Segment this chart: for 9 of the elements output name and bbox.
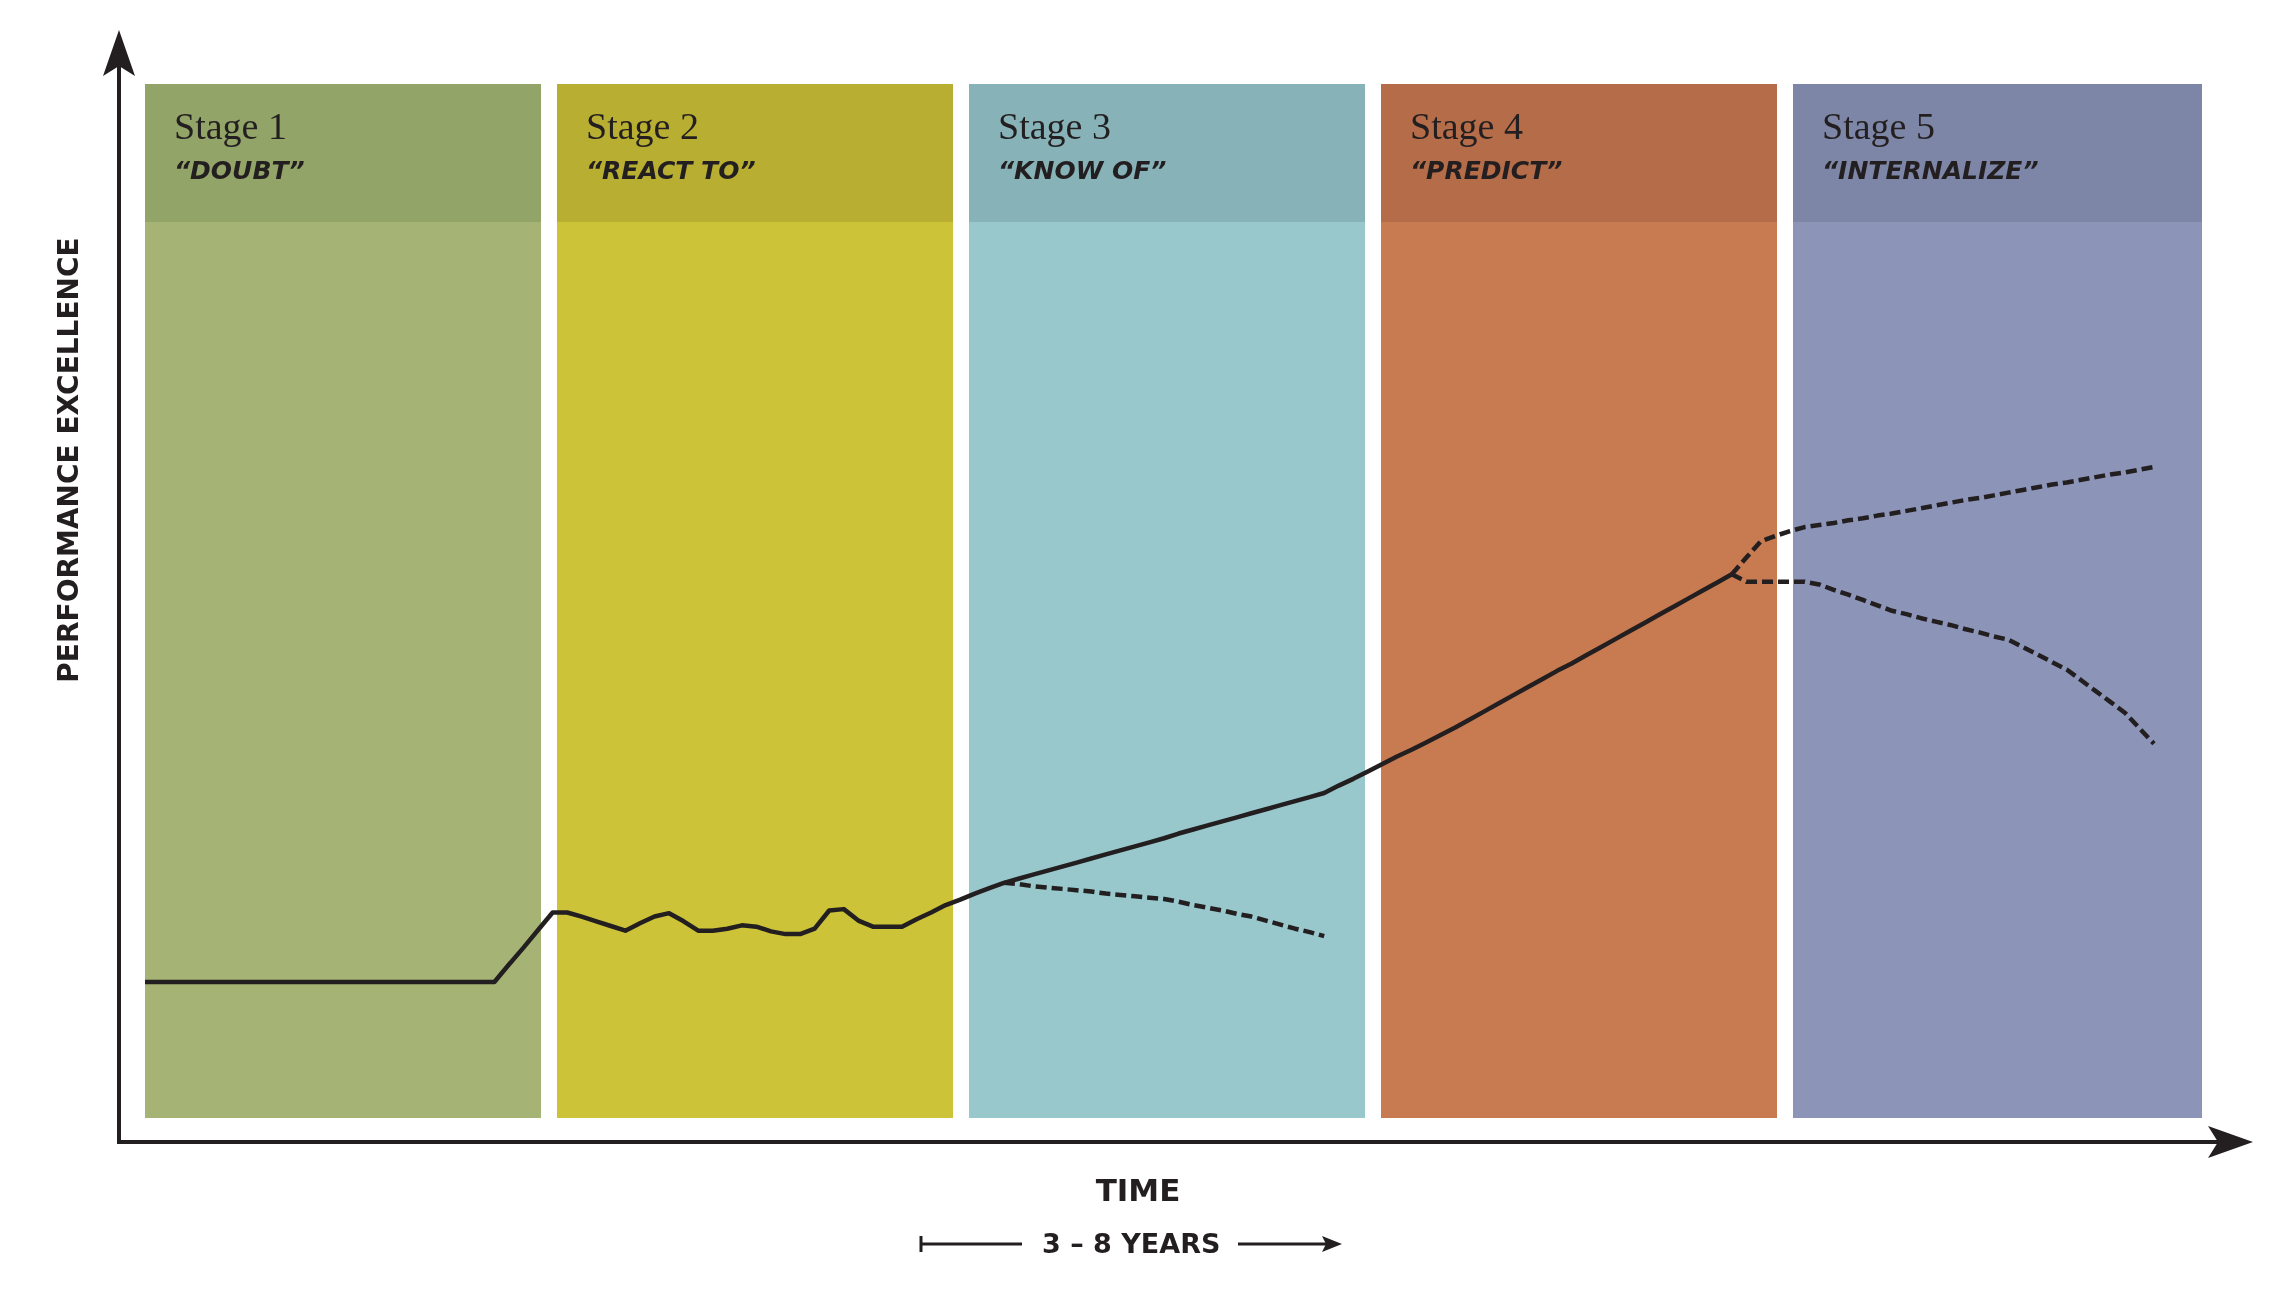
text: Stage 3 “KNOW OF” bbox=[998, 104, 1167, 185]
y-axis-title: PERFORMANCE EXCELLENCE bbox=[51, 237, 85, 683]
text: 3 – 8 YEARS bbox=[1042, 1228, 1221, 1259]
stage-panel: Stage 4 “PREDICT” bbox=[1381, 84, 1777, 1118]
stage-panel: Stage 5 “INTERNALIZE” bbox=[1793, 84, 2202, 1118]
x-axis-title: TIME bbox=[1095, 1172, 1181, 1208]
stage-panel: Stage 1 “DOUBT” bbox=[145, 84, 541, 1118]
stage-panel: Stage 2 “REACT TO” bbox=[557, 84, 953, 1118]
stage-panel: Stage 3 “KNOW OF” bbox=[969, 84, 1365, 1118]
